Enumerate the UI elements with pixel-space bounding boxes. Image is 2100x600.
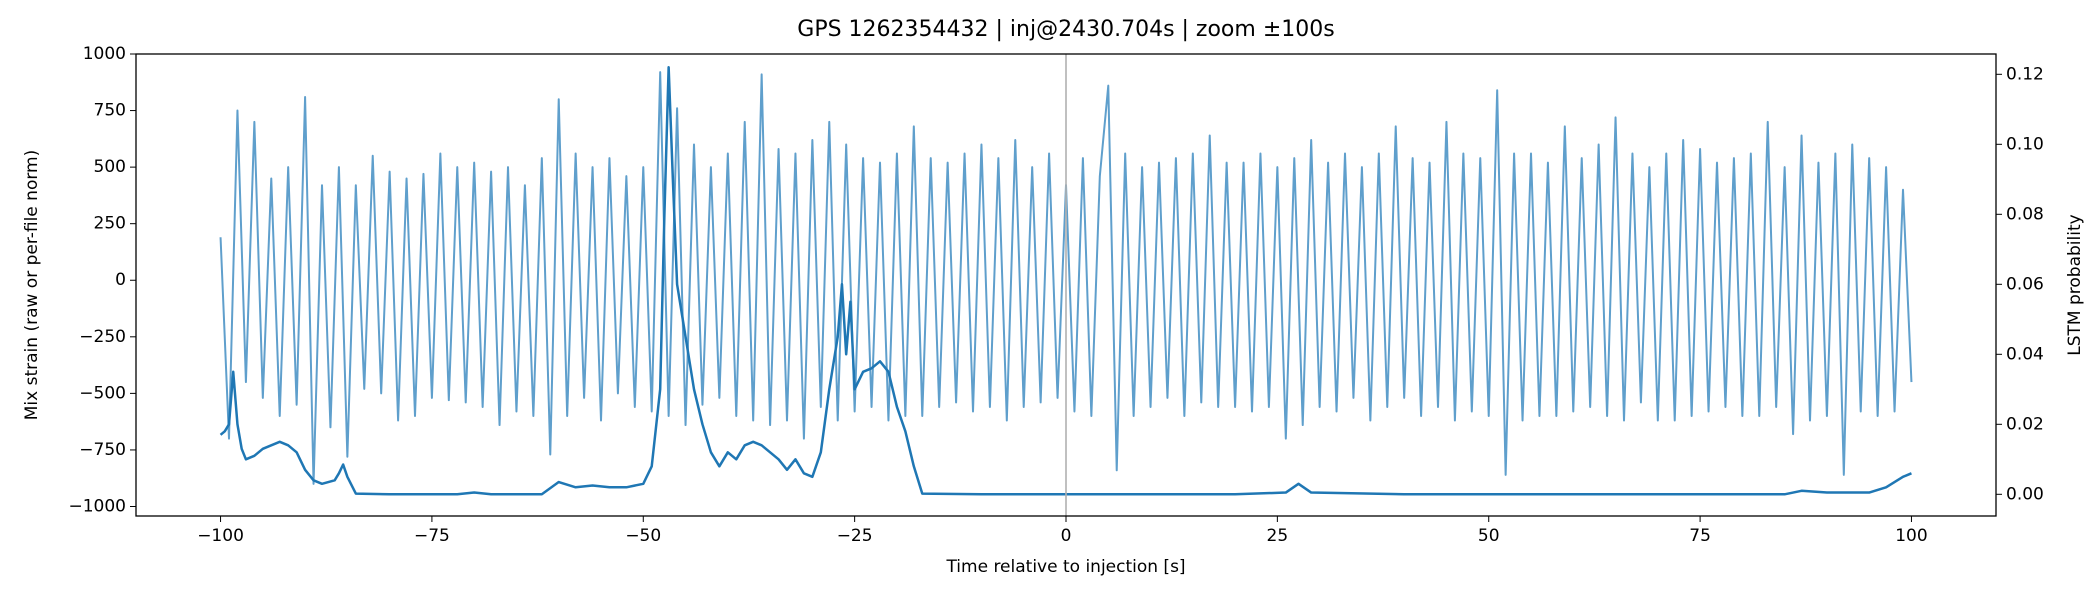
y2-tick-label: 0.06 [2006,274,2044,294]
x-tick-label: 25 [1267,526,1289,546]
y2-tick-label: 0.12 [2006,64,2044,84]
y-tick-label: 250 [94,214,126,234]
x-tick-label: −50 [625,526,661,546]
x-tick-label: −100 [197,526,244,546]
y-tick-label: −750 [79,440,126,460]
y-tick-label: 500 [94,157,126,177]
y2-axis-label: LSTM probability [2065,214,2085,355]
y-tick-label: 750 [94,101,126,121]
y-tick-label: 1000 [83,44,126,64]
x-tick-label: 75 [1689,526,1711,546]
x-tick-label: 50 [1478,526,1500,546]
y-tick-label: −1000 [68,496,126,516]
x-tick-label: −25 [837,526,873,546]
y2-tick-label: 0.04 [2006,344,2044,364]
plot-frame [135,53,1997,517]
series-line [219,66,1912,496]
x-axis-label: Time relative to injection [s] [945,557,1185,577]
y2-tick-label: 0.10 [2006,134,2044,154]
x-tick-label: −75 [414,526,450,546]
x-tick-label: 0 [1061,526,1072,546]
y2-tick-label: 0.08 [2006,204,2044,224]
chart-title: GPS 1262354432 | inj@2430.704s | zoom ±1… [797,17,1334,42]
y2-tick-label: 0.02 [2006,414,2044,434]
x-tick-label: 100 [1895,526,1927,546]
y-tick-label: −250 [79,327,126,347]
y-tick-label: 0 [115,270,126,290]
y2-tick-label: 0.00 [2006,484,2044,504]
y-axis-label: Mix strain (raw or per-file norm) [22,150,42,420]
y-tick-label: −500 [79,383,126,403]
